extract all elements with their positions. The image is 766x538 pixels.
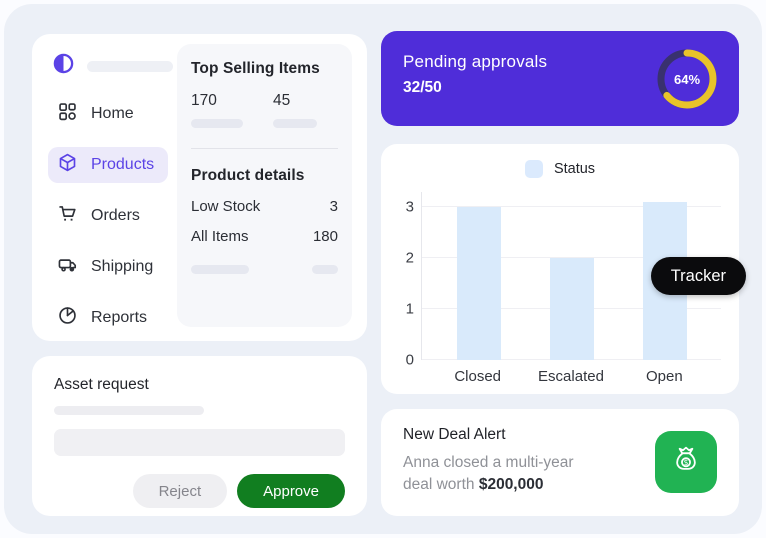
product-box-icon (57, 152, 78, 178)
donut-percent-label: 64% (673, 71, 701, 87)
placeholder-bar (312, 265, 338, 274)
top-selling-value: 45 (273, 92, 291, 109)
top-selling-value: 170 (191, 92, 217, 109)
sidebar-nav: Home Products (32, 96, 367, 336)
sidebar-item-label: Orders (91, 207, 140, 224)
product-details-row: Low Stock 3 (191, 198, 338, 215)
chart-bar (549, 258, 594, 360)
row-label: Low Stock (191, 198, 261, 215)
half-circle-logo-icon (52, 52, 75, 80)
divider (191, 148, 338, 149)
truck-icon (57, 254, 78, 280)
pending-approvals-card: Pending approvals 32/50 64% (381, 31, 739, 126)
chart-legend: Status (381, 144, 739, 178)
dashboard-canvas: Home Products (4, 4, 762, 534)
sidebar-item-label: Home (91, 105, 134, 122)
deal-line1: Anna closed a multi-year (403, 454, 574, 471)
deal-title: New Deal Alert (403, 426, 506, 443)
product-details-title: Product details (191, 167, 305, 184)
y-axis-tick: 1 (405, 300, 414, 318)
sidebar-item-home[interactable]: Home (48, 96, 168, 132)
legend-label: Status (553, 161, 596, 177)
deal-text: Anna closed a multi-year deal worth $200… (403, 452, 717, 497)
gridline (422, 257, 721, 259)
sidebar-card: Home Products (32, 34, 367, 341)
deal-line2-prefix: deal worth (403, 476, 479, 494)
sidebar-item-reports[interactable]: Reports (48, 300, 168, 336)
sidebar-item-label: Shipping (91, 258, 154, 275)
asset-request-card: Asset request Reject Approve (32, 356, 367, 516)
legend-swatch (524, 160, 543, 178)
logo-placeholder-bar (87, 60, 173, 72)
logo-row (52, 52, 367, 80)
donut-progress (657, 49, 717, 109)
status-chart-card: Status 0 1 2 3 Closed Escalated Open Tracker (381, 144, 746, 394)
asset-request-title: Asset request (54, 376, 149, 393)
new-deal-card: New Deal Alert Anna closed a multi-year … (381, 409, 739, 516)
deal-icon-tile: $ (655, 431, 717, 493)
placeholder-bar (273, 119, 317, 128)
deal-amount: $200,000 (478, 476, 544, 494)
y-axis-tick: 3 (405, 198, 414, 216)
sidebar-item-orders[interactable]: Orders (48, 198, 168, 234)
row-value: 3 (329, 198, 338, 215)
pending-approvals-title: Pending approvals (403, 52, 548, 71)
top-selling-title: Top Selling Items (191, 60, 320, 77)
reject-button[interactable]: Reject (132, 474, 228, 508)
sidebar-item-products[interactable]: Products (48, 147, 168, 183)
chart-x-labels: Closed Escalated Open (421, 368, 721, 385)
x-axis-label: Escalated (538, 368, 604, 385)
chart-plot: 0 1 2 3 (406, 192, 721, 369)
top-selling-metric: 170 (191, 92, 243, 128)
product-summary-panel: Top Selling Items 170 45 Product details… (177, 44, 352, 327)
y-axis-tick: 2 (405, 249, 414, 267)
pending-approvals-count: 32/50 (403, 79, 442, 96)
approve-button[interactable]: Approve (237, 474, 345, 508)
svg-text:$: $ (684, 457, 689, 466)
x-axis-label: Open (645, 368, 683, 385)
placeholder-bar (191, 265, 249, 274)
gridline (422, 206, 721, 208)
top-selling-metric: 45 (273, 92, 317, 128)
product-details-row: All Items 180 (191, 228, 338, 245)
sidebar-item-label: Reports (91, 309, 148, 326)
placeholder-bar (191, 119, 243, 128)
y-axis-tick: 0 (405, 351, 414, 369)
cart-icon (57, 203, 78, 229)
row-label: All Items (191, 228, 249, 245)
placeholder-bar (54, 406, 204, 415)
x-axis-label: Closed (454, 368, 502, 385)
tracker-button[interactable]: Tracker (650, 257, 746, 295)
pie-chart-icon (57, 305, 78, 331)
money-bag-icon: $ (668, 442, 704, 483)
progress-donut: 64% (655, 47, 719, 111)
row-value: 180 (312, 228, 338, 245)
chart-bar (456, 207, 501, 360)
sidebar-item-label: Products (91, 156, 155, 173)
sidebar-item-shipping[interactable]: Shipping (48, 249, 168, 285)
asset-request-input[interactable] (54, 429, 345, 456)
home-grid-icon (57, 101, 78, 127)
